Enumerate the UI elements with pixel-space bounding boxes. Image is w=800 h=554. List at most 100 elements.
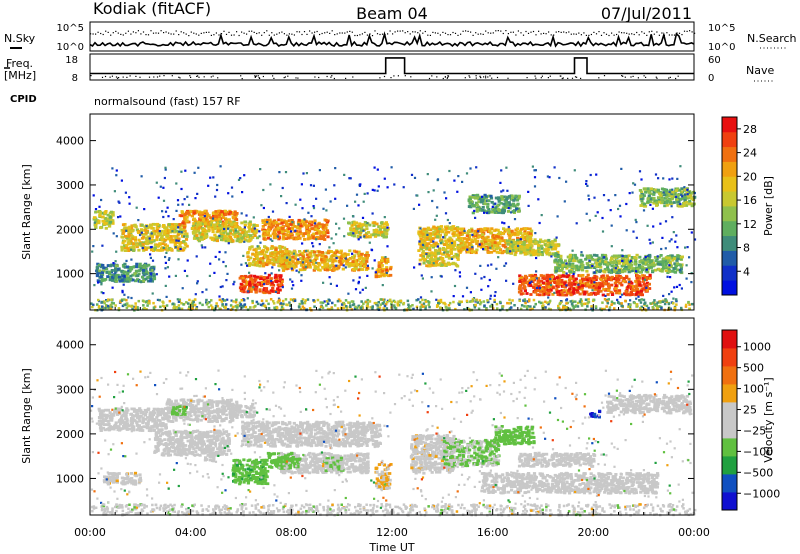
rti-cell	[505, 279, 508, 282]
rti-cell	[166, 237, 170, 241]
rti-cell	[329, 250, 333, 253]
rti-cell	[595, 276, 599, 280]
nsearch-point	[105, 30, 107, 32]
nave-point	[483, 76, 485, 78]
rti-cell	[296, 253, 301, 257]
rti-cell	[627, 277, 631, 281]
rti-cell	[307, 211, 310, 214]
rti-cell	[112, 274, 116, 278]
rti-cell	[335, 267, 339, 271]
rti-cell	[465, 240, 469, 244]
rti-cell	[628, 262, 632, 265]
rti-cell	[142, 271, 146, 275]
rti-cell	[459, 236, 463, 240]
rti-cell	[109, 220, 113, 224]
rti-cell	[164, 228, 168, 231]
rti-cell	[384, 232, 388, 235]
rti-cell	[150, 265, 154, 269]
rti-cell	[378, 233, 382, 237]
rti-cell	[660, 197, 664, 201]
rti-cell	[444, 232, 448, 236]
rti-cell	[519, 245, 523, 248]
rti-cell	[516, 202, 520, 206]
rti-cell	[632, 230, 635, 233]
rti-cell	[546, 240, 550, 244]
rti-cell	[353, 260, 357, 263]
rti-cell	[444, 239, 448, 243]
rti-cell	[242, 227, 246, 231]
rti-cell	[658, 192, 662, 196]
rti-cell	[339, 249, 343, 253]
rti-cell	[649, 187, 653, 191]
rti-cell	[505, 197, 509, 201]
rti-cell	[255, 255, 259, 258]
rti-cell	[443, 236, 447, 239]
nave-point	[178, 76, 180, 78]
rti-cell	[595, 254, 599, 257]
cpid-label: CPID	[10, 94, 37, 105]
rti-cell	[152, 239, 156, 243]
rti-cell	[144, 228, 148, 232]
rti-cell	[560, 290, 564, 294]
rti-cell	[489, 294, 492, 297]
rti-cell	[184, 243, 188, 247]
rti-cell	[518, 274, 522, 278]
rti-cell	[181, 221, 185, 225]
rti-cell	[685, 264, 688, 267]
nsearch-point	[444, 32, 447, 34]
rti-cell	[472, 232, 476, 236]
rti-cell	[155, 222, 160, 226]
rti-cell	[255, 261, 259, 265]
rti-cell	[376, 233, 380, 237]
rti-cell	[455, 233, 459, 237]
rti-cell	[167, 258, 170, 261]
rti-cell	[139, 229, 144, 233]
rti-cell	[468, 228, 472, 232]
nsearch-point	[605, 33, 608, 35]
nsearch-point	[374, 30, 376, 32]
nave-point	[331, 75, 333, 77]
nsearch-point	[351, 31, 353, 33]
rti-cell	[420, 245, 425, 249]
rti-cell	[586, 266, 590, 269]
rti-cell	[290, 268, 295, 272]
nsearch-point	[548, 31, 550, 33]
nsearch-point	[651, 30, 653, 32]
rti-cell	[356, 224, 360, 228]
nave-point	[655, 76, 657, 78]
rti-cell	[274, 278, 279, 282]
rti-cell	[664, 189, 668, 193]
rti-cell	[515, 198, 520, 202]
rti-cell	[447, 254, 451, 257]
rti-cell	[351, 262, 355, 266]
nsearch-point	[480, 33, 482, 35]
rti-cell	[304, 258, 308, 261]
rti-cell	[570, 256, 574, 259]
rti-cell	[625, 265, 629, 269]
nave-point	[559, 75, 561, 77]
rti-cell	[459, 241, 463, 245]
nave-point	[262, 75, 264, 78]
rti-cell	[585, 290, 589, 294]
nsearch-point	[296, 31, 298, 33]
rti-cell	[479, 229, 483, 233]
power-cells	[90, 165, 697, 312]
nsearch-point	[653, 33, 655, 35]
rti-cell	[351, 255, 355, 259]
nsearch-point	[346, 31, 348, 33]
cpid-text: normalsound (fast) 157 RF	[94, 95, 241, 108]
rti-cell	[605, 274, 609, 278]
rti-cell	[127, 234, 131, 238]
rti-cell	[287, 236, 291, 240]
rti-cell	[447, 238, 451, 242]
rti-cell	[310, 250, 314, 253]
nsearch-point	[331, 30, 333, 32]
rti-cell	[131, 237, 135, 241]
rti-cell	[280, 260, 285, 264]
rti-cell	[490, 263, 493, 266]
rti-cell	[548, 243, 552, 247]
rti-cell	[431, 237, 435, 240]
rti-cell	[528, 232, 533, 235]
rti-cell	[134, 265, 138, 269]
rti-cell	[386, 245, 389, 248]
